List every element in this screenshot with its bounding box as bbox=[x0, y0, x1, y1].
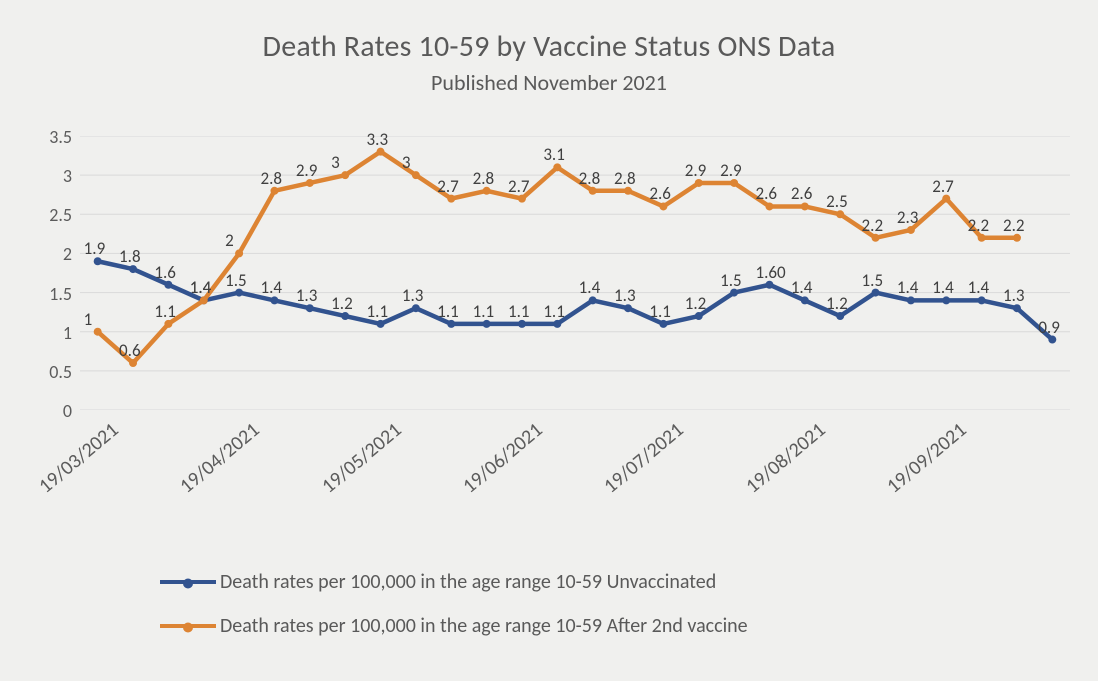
y-tick-label: 1.5 bbox=[32, 283, 72, 305]
data-label: 1.6 bbox=[154, 262, 176, 283]
data-label: 1.1 bbox=[473, 301, 495, 322]
data-label: 2 bbox=[225, 230, 234, 251]
data-label: 2.2 bbox=[968, 215, 990, 236]
data-label: 2.8 bbox=[473, 168, 495, 189]
data-label: 2.6 bbox=[755, 183, 777, 204]
data-label: 2.9 bbox=[685, 160, 707, 181]
data-label: 1.4 bbox=[897, 277, 919, 298]
data-label: 1.3 bbox=[402, 285, 424, 306]
chart-subtitle: Published November 2021 bbox=[0, 65, 1098, 96]
chart-container: Death Rates 10-59 by Vaccine Status ONS … bbox=[0, 0, 1098, 681]
data-label: 1.4 bbox=[968, 277, 990, 298]
x-tick-label: 19/09/2021 bbox=[864, 418, 971, 514]
chart-title: Death Rates 10-59 by Vaccine Status ONS … bbox=[0, 0, 1098, 65]
x-tick-label: 19/05/2021 bbox=[299, 418, 406, 514]
data-label: 1.5 bbox=[225, 270, 247, 291]
data-label: 1.8 bbox=[119, 246, 141, 267]
data-label: 1.3 bbox=[296, 285, 318, 306]
legend-item-0: Death rates per 100,000 in the age range… bbox=[160, 570, 748, 594]
y-tick-label: 2 bbox=[32, 243, 72, 265]
legend-swatch bbox=[160, 580, 216, 584]
data-label: 2.5 bbox=[826, 191, 848, 212]
data-label: 1.4 bbox=[932, 277, 954, 298]
data-label: 1.1 bbox=[437, 301, 459, 322]
data-label: 2.8 bbox=[614, 168, 636, 189]
data-label: 3 bbox=[331, 152, 340, 173]
y-tick-label: 3.5 bbox=[32, 126, 72, 148]
data-label: 1.2 bbox=[685, 293, 707, 314]
data-label: 2.8 bbox=[260, 168, 282, 189]
data-label: 1.1 bbox=[543, 301, 565, 322]
data-label: 1.4 bbox=[260, 277, 282, 298]
data-label: 2.6 bbox=[791, 183, 813, 204]
data-label: 1.3 bbox=[1003, 285, 1025, 306]
data-label: 1.2 bbox=[826, 293, 848, 314]
x-tick-label: 19/04/2021 bbox=[157, 418, 264, 514]
legend-swatch bbox=[160, 624, 216, 628]
y-tick-label: 0.5 bbox=[32, 361, 72, 383]
data-label: 3.3 bbox=[367, 129, 389, 150]
data-label: 2.8 bbox=[579, 168, 601, 189]
data-label: 2.2 bbox=[1003, 215, 1025, 236]
data-label: 1.5 bbox=[720, 270, 742, 291]
data-label: 1.1 bbox=[649, 301, 671, 322]
x-tick-label: 19/07/2021 bbox=[581, 418, 688, 514]
data-label: 1.1 bbox=[367, 301, 389, 322]
x-tick-label: 19/06/2021 bbox=[440, 418, 547, 514]
data-label: 2.9 bbox=[296, 160, 318, 181]
legend-label: Death rates per 100,000 in the age range… bbox=[220, 570, 716, 594]
x-tick-label: 19/08/2021 bbox=[723, 418, 830, 514]
data-label: 1.4 bbox=[190, 277, 212, 298]
data-label: 1.60 bbox=[755, 262, 785, 283]
x-tick-label: 19/03/2021 bbox=[16, 418, 123, 514]
series-marker bbox=[412, 171, 420, 179]
data-label: 3 bbox=[402, 152, 411, 173]
y-tick-label: 3 bbox=[32, 165, 72, 187]
data-label: 3.1 bbox=[543, 144, 565, 165]
data-label: 0.6 bbox=[119, 340, 141, 361]
data-label: 2.2 bbox=[862, 215, 884, 236]
data-label: 2.7 bbox=[508, 176, 530, 197]
y-tick-label: 0 bbox=[32, 400, 72, 422]
series-marker bbox=[341, 171, 349, 179]
legend-label: Death rates per 100,000 in the age range… bbox=[220, 614, 748, 638]
data-label: 2.9 bbox=[720, 160, 742, 181]
legend-item-1: Death rates per 100,000 in the age range… bbox=[160, 614, 748, 638]
y-tick-label: 1 bbox=[32, 322, 72, 344]
data-label: 1 bbox=[84, 309, 93, 330]
data-label: 1.4 bbox=[579, 277, 601, 298]
data-label: 0.9 bbox=[1038, 317, 1060, 338]
data-label: 1.2 bbox=[331, 293, 353, 314]
data-label: 1.3 bbox=[614, 285, 636, 306]
series-marker bbox=[94, 328, 102, 336]
data-label: 1.1 bbox=[154, 301, 176, 322]
data-label: 2.6 bbox=[649, 183, 671, 204]
data-label: 2.7 bbox=[437, 176, 459, 197]
series-marker bbox=[235, 249, 243, 257]
data-label: 1.5 bbox=[862, 270, 884, 291]
data-label: 1.9 bbox=[84, 238, 106, 259]
data-label: 1.1 bbox=[508, 301, 530, 322]
data-label: 2.7 bbox=[932, 176, 954, 197]
data-label: 1.4 bbox=[791, 277, 813, 298]
y-tick-label: 2.5 bbox=[32, 204, 72, 226]
data-label: 2.3 bbox=[897, 207, 919, 228]
legend: Death rates per 100,000 in the age range… bbox=[160, 570, 748, 638]
